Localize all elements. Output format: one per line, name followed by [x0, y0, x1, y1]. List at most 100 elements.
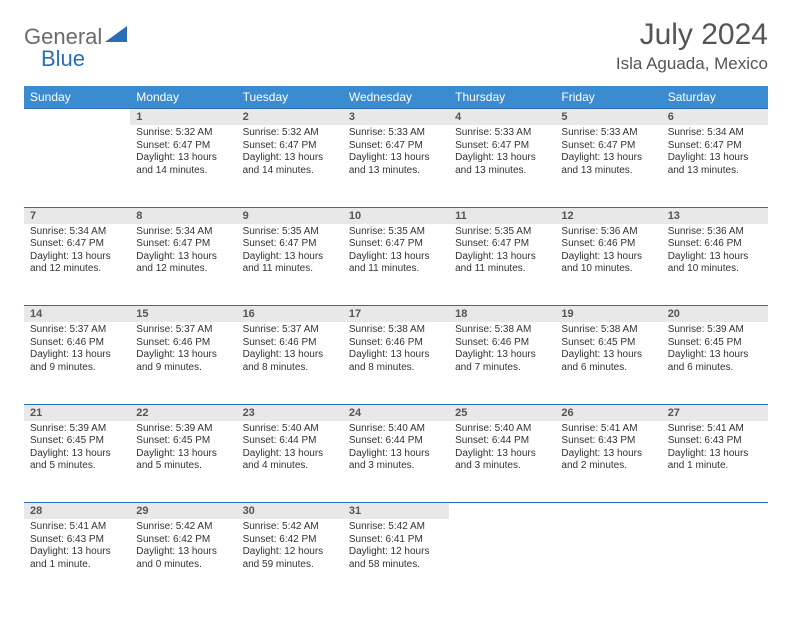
daynum-cell: 17	[343, 306, 449, 323]
day-cell: Sunrise: 5:41 AMSunset: 6:43 PMDaylight:…	[555, 421, 661, 503]
daynum-cell: 10	[343, 207, 449, 224]
day-body: Sunrise: 5:35 AMSunset: 6:47 PMDaylight:…	[343, 224, 449, 280]
day-number: 27	[662, 405, 768, 421]
daynum-cell: 6	[662, 109, 768, 126]
day-number: 12	[555, 208, 661, 224]
daynum-cell: 21	[24, 404, 130, 421]
daynum-cell: 13	[662, 207, 768, 224]
day-cell: Sunrise: 5:33 AMSunset: 6:47 PMDaylight:…	[449, 125, 555, 207]
daynum-cell: 4	[449, 109, 555, 126]
daynum-cell: 1	[130, 109, 236, 126]
daynum-cell: 18	[449, 306, 555, 323]
day-body: Sunrise: 5:32 AMSunset: 6:47 PMDaylight:…	[130, 125, 236, 181]
day-number: 28	[24, 503, 130, 519]
header: General July 2024 Isla Aguada, Mexico	[24, 18, 768, 74]
daynum-cell: 3	[343, 109, 449, 126]
daynum-cell	[662, 503, 768, 520]
weekday-header: Wednesday	[343, 86, 449, 109]
day-number: 13	[662, 208, 768, 224]
daynum-cell: 5	[555, 109, 661, 126]
weekday-header: Monday	[130, 86, 236, 109]
day-number: 17	[343, 306, 449, 322]
day-body: Sunrise: 5:34 AMSunset: 6:47 PMDaylight:…	[130, 224, 236, 280]
weekday-header: Tuesday	[237, 86, 343, 109]
day-number: 8	[130, 208, 236, 224]
day-body: Sunrise: 5:33 AMSunset: 6:47 PMDaylight:…	[343, 125, 449, 181]
day-cell: Sunrise: 5:39 AMSunset: 6:45 PMDaylight:…	[24, 421, 130, 503]
day-cell: Sunrise: 5:37 AMSunset: 6:46 PMDaylight:…	[130, 322, 236, 404]
day-number: 10	[343, 208, 449, 224]
day-body: Sunrise: 5:37 AMSunset: 6:46 PMDaylight:…	[237, 322, 343, 378]
logo-blue-wrap: Blue	[41, 46, 85, 72]
day-body: Sunrise: 5:40 AMSunset: 6:44 PMDaylight:…	[343, 421, 449, 477]
day-cell: Sunrise: 5:34 AMSunset: 6:47 PMDaylight:…	[130, 224, 236, 306]
daynum-cell: 30	[237, 503, 343, 520]
day-body: Sunrise: 5:35 AMSunset: 6:47 PMDaylight:…	[449, 224, 555, 280]
daynum-cell: 29	[130, 503, 236, 520]
day-cell: Sunrise: 5:35 AMSunset: 6:47 PMDaylight:…	[343, 224, 449, 306]
day-number: 31	[343, 503, 449, 519]
day-body: Sunrise: 5:33 AMSunset: 6:47 PMDaylight:…	[449, 125, 555, 181]
day-cell: Sunrise: 5:42 AMSunset: 6:42 PMDaylight:…	[237, 519, 343, 601]
day-number: 15	[130, 306, 236, 322]
day-number: 16	[237, 306, 343, 322]
calendar-body: 123456Sunrise: 5:32 AMSunset: 6:47 PMDay…	[24, 109, 768, 602]
daynum-cell: 2	[237, 109, 343, 126]
day-body: Sunrise: 5:41 AMSunset: 6:43 PMDaylight:…	[555, 421, 661, 477]
daynum-cell: 7	[24, 207, 130, 224]
day-number: 5	[555, 109, 661, 125]
day-body: Sunrise: 5:34 AMSunset: 6:47 PMDaylight:…	[24, 224, 130, 280]
day-cell: Sunrise: 5:41 AMSunset: 6:43 PMDaylight:…	[662, 421, 768, 503]
day-body	[662, 519, 768, 525]
daynum-cell: 26	[555, 404, 661, 421]
day-body: Sunrise: 5:38 AMSunset: 6:46 PMDaylight:…	[449, 322, 555, 378]
daynum-cell: 15	[130, 306, 236, 323]
daynum-cell: 14	[24, 306, 130, 323]
day-body	[449, 519, 555, 525]
day-cell: Sunrise: 5:36 AMSunset: 6:46 PMDaylight:…	[555, 224, 661, 306]
title-location: Isla Aguada, Mexico	[616, 54, 768, 74]
daynum-cell: 27	[662, 404, 768, 421]
day-cell: Sunrise: 5:41 AMSunset: 6:43 PMDaylight:…	[24, 519, 130, 601]
logo-triangle-icon	[105, 26, 127, 49]
day-body	[555, 519, 661, 525]
day-body	[24, 125, 130, 131]
page: General July 2024 Isla Aguada, Mexico Bl…	[0, 0, 792, 619]
day-number: 24	[343, 405, 449, 421]
daynum-cell	[24, 109, 130, 126]
day-cell: Sunrise: 5:34 AMSunset: 6:47 PMDaylight:…	[24, 224, 130, 306]
daynum-cell	[555, 503, 661, 520]
day-body: Sunrise: 5:42 AMSunset: 6:41 PMDaylight:…	[343, 519, 449, 575]
day-body: Sunrise: 5:35 AMSunset: 6:47 PMDaylight:…	[237, 224, 343, 280]
day-body: Sunrise: 5:37 AMSunset: 6:46 PMDaylight:…	[24, 322, 130, 378]
day-number: 6	[662, 109, 768, 125]
day-number: 18	[449, 306, 555, 322]
daynum-cell: 25	[449, 404, 555, 421]
day-body: Sunrise: 5:40 AMSunset: 6:44 PMDaylight:…	[449, 421, 555, 477]
day-cell: Sunrise: 5:36 AMSunset: 6:46 PMDaylight:…	[662, 224, 768, 306]
day-cell: Sunrise: 5:42 AMSunset: 6:41 PMDaylight:…	[343, 519, 449, 601]
day-number: 30	[237, 503, 343, 519]
day-body: Sunrise: 5:40 AMSunset: 6:44 PMDaylight:…	[237, 421, 343, 477]
daynum-cell: 19	[555, 306, 661, 323]
day-cell	[24, 125, 130, 207]
day-body: Sunrise: 5:34 AMSunset: 6:47 PMDaylight:…	[662, 125, 768, 181]
calendar-table: SundayMondayTuesdayWednesdayThursdayFrid…	[24, 86, 768, 601]
day-number: 9	[237, 208, 343, 224]
day-body: Sunrise: 5:36 AMSunset: 6:46 PMDaylight:…	[555, 224, 661, 280]
day-body: Sunrise: 5:41 AMSunset: 6:43 PMDaylight:…	[24, 519, 130, 575]
day-number: 29	[130, 503, 236, 519]
daynum-cell: 12	[555, 207, 661, 224]
day-body: Sunrise: 5:42 AMSunset: 6:42 PMDaylight:…	[130, 519, 236, 575]
weekday-header: Sunday	[24, 86, 130, 109]
title-month: July 2024	[616, 18, 768, 52]
day-number: 25	[449, 405, 555, 421]
day-number: 14	[24, 306, 130, 322]
day-cell: Sunrise: 5:42 AMSunset: 6:42 PMDaylight:…	[130, 519, 236, 601]
daynum-cell: 23	[237, 404, 343, 421]
day-body: Sunrise: 5:33 AMSunset: 6:47 PMDaylight:…	[555, 125, 661, 181]
day-cell: Sunrise: 5:39 AMSunset: 6:45 PMDaylight:…	[662, 322, 768, 404]
daynum-cell: 16	[237, 306, 343, 323]
day-body: Sunrise: 5:42 AMSunset: 6:42 PMDaylight:…	[237, 519, 343, 575]
day-cell: Sunrise: 5:38 AMSunset: 6:46 PMDaylight:…	[449, 322, 555, 404]
